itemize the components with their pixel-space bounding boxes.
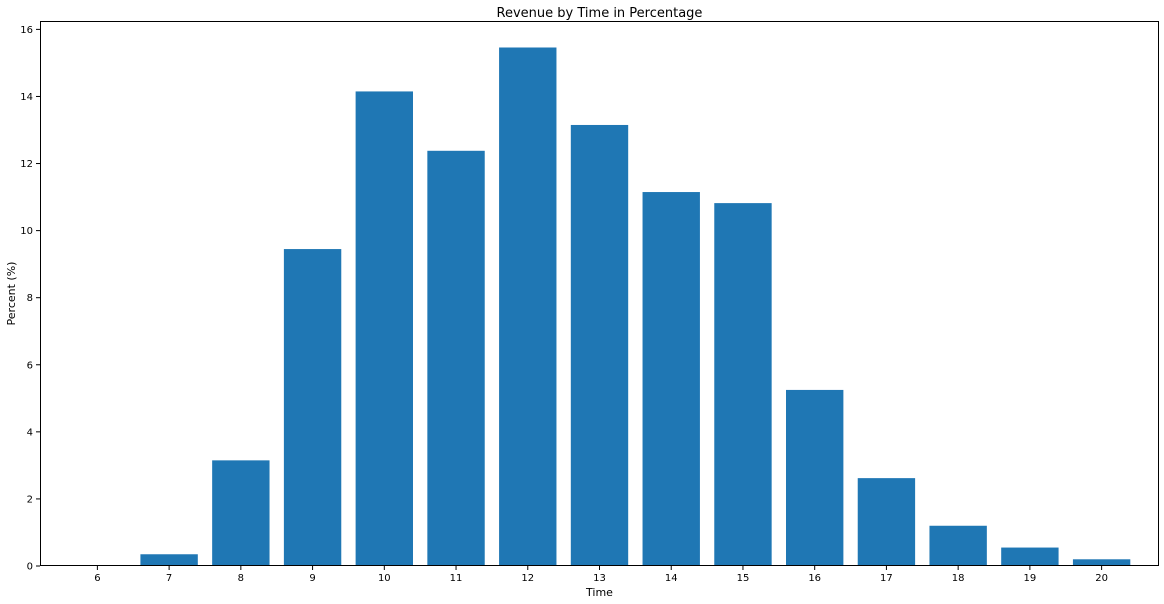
x-tick-label: 8 (238, 573, 244, 584)
x-tick-label: 13 (593, 573, 606, 584)
x-tick-label: 10 (378, 573, 391, 584)
y-tick-label: 6 (27, 360, 33, 371)
x-tick-label: 14 (665, 573, 678, 584)
y-axis-ticks: 0 2 4 6 8 10 12 14 16 (20, 25, 40, 573)
bars-group (140, 47, 1131, 567)
y-tick-label: 14 (20, 92, 33, 103)
y-tick-label: 12 (20, 159, 33, 170)
bar-7 (140, 554, 198, 566)
bar-9 (283, 249, 342, 567)
x-tick-label: 7 (166, 573, 172, 584)
x-tick-label: 15 (737, 573, 750, 584)
x-tick-label: 12 (521, 573, 534, 584)
bar-14 (642, 192, 700, 567)
bar-16 (786, 389, 844, 566)
bar-12 (499, 47, 557, 567)
y-tick-label: 2 (27, 494, 33, 505)
chart-title: Revenue by Time in Percentage (497, 6, 703, 21)
bar-17 (857, 478, 916, 566)
y-tick-label: 4 (27, 427, 33, 438)
bar-10 (355, 91, 413, 566)
bar-18 (929, 525, 987, 566)
bar-15 (714, 203, 772, 567)
bar-11 (427, 150, 485, 567)
bar-13 (570, 124, 629, 566)
x-tick-label: 11 (450, 573, 463, 584)
bar-19 (1001, 547, 1059, 566)
y-tick-label: 16 (20, 25, 33, 36)
x-axis-ticks: 6 7 8 9 10 11 12 13 14 15 16 17 18 19 20 (94, 566, 1108, 584)
x-tick-label: 20 (1095, 573, 1108, 584)
x-tick-label: 17 (880, 573, 893, 584)
bar-20 (1072, 559, 1131, 566)
x-tick-label: 6 (94, 573, 100, 584)
bar-8 (212, 460, 270, 566)
x-tick-label: 16 (808, 573, 821, 584)
x-tick-label: 19 (1024, 573, 1037, 584)
x-tick-label: 18 (952, 573, 965, 584)
y-axis-label: Percent (%) (5, 262, 18, 326)
plot-area-frame (40, 21, 1159, 566)
x-axis-label: Time (585, 586, 613, 599)
y-tick-label: 0 (27, 562, 33, 573)
y-tick-label: 8 (27, 293, 33, 304)
x-tick-label: 9 (309, 573, 315, 584)
y-tick-label: 10 (20, 226, 33, 237)
